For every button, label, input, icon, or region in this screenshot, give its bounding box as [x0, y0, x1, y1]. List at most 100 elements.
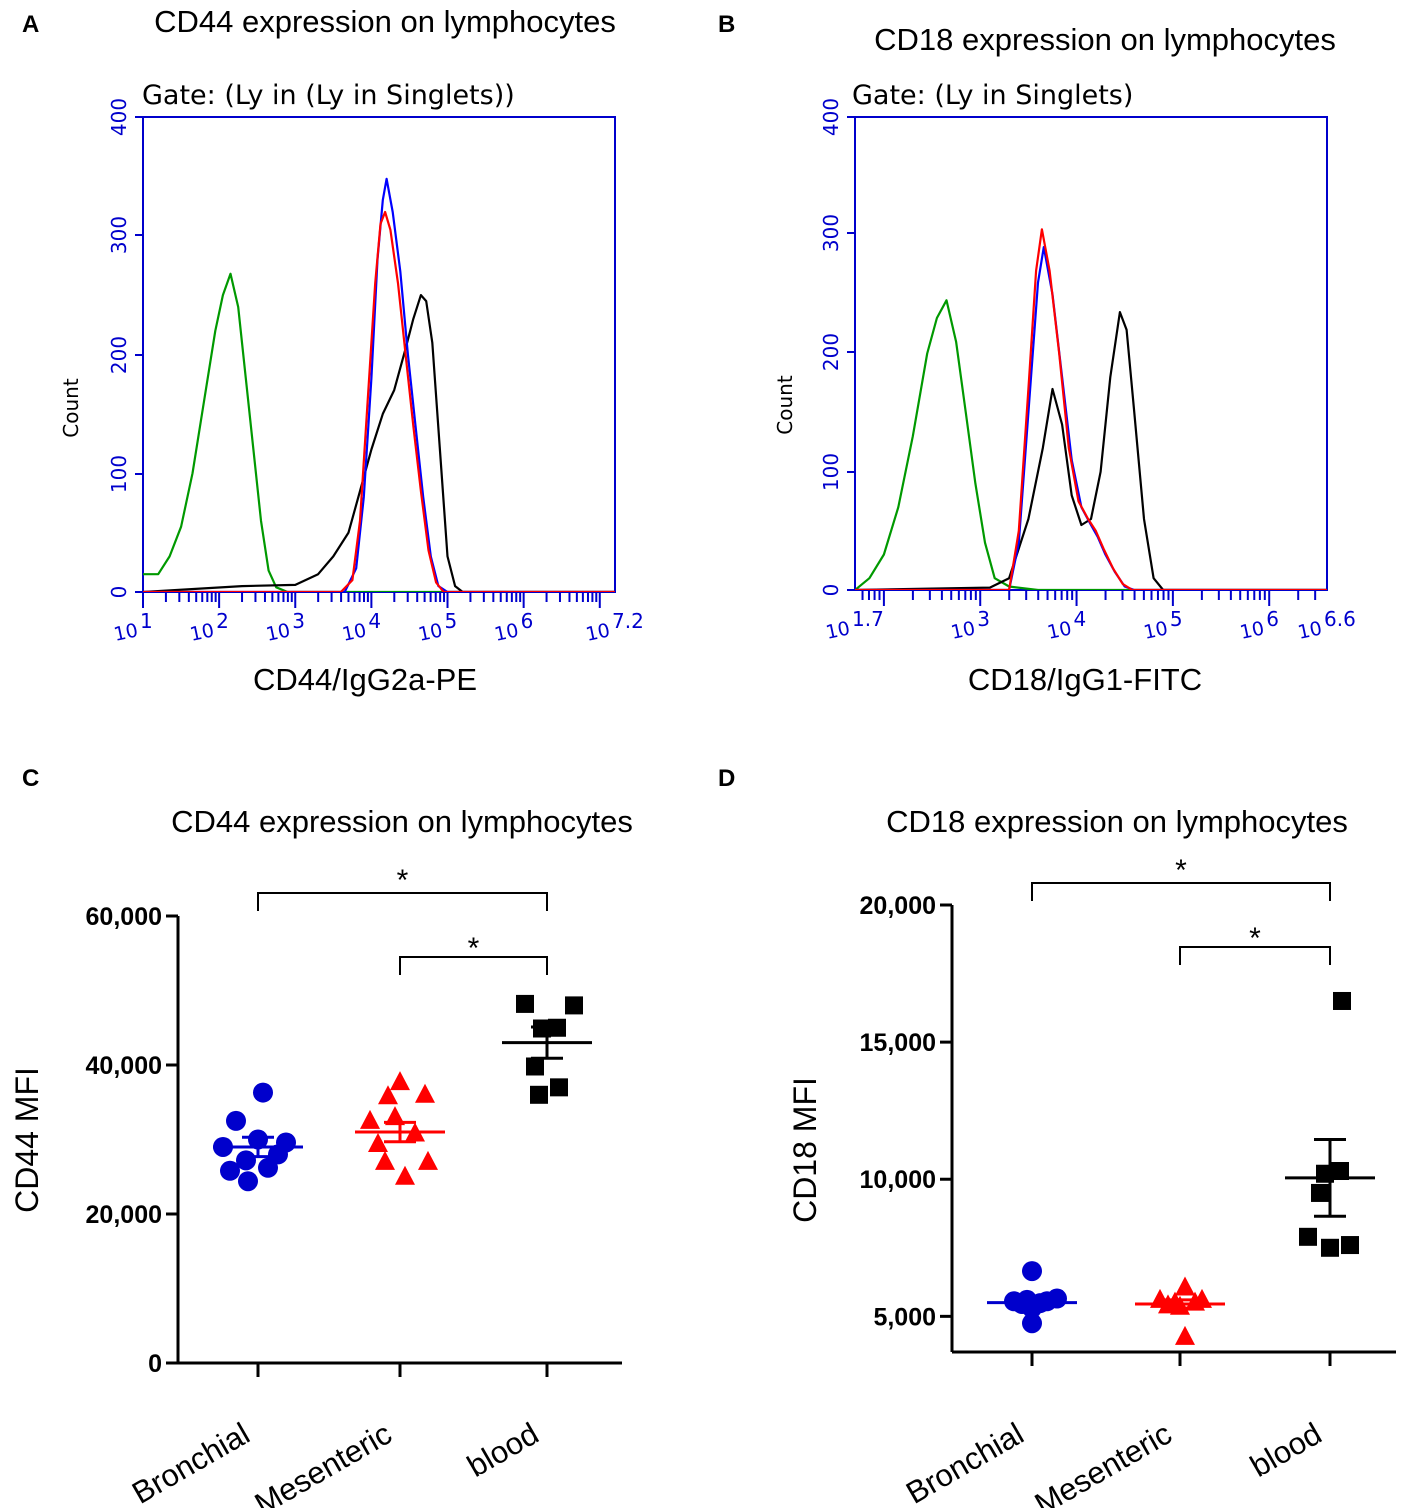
- data-point-triangle: [378, 1085, 398, 1105]
- x-tick-exponent: 5: [445, 609, 458, 633]
- y-tick-label: 60,000: [86, 903, 162, 931]
- y-tick-label: 15,000: [860, 1029, 936, 1057]
- data-point-circle: [276, 1132, 296, 1153]
- x-category-label: blood: [461, 1416, 544, 1484]
- y-tick-label: 400: [819, 98, 843, 136]
- x-tick-base: 10: [416, 619, 444, 646]
- data-point-circle: [226, 1110, 246, 1131]
- series-mesenteric: [1135, 1276, 1225, 1345]
- data-point-triangle: [368, 1132, 388, 1152]
- x-tick-label: 10 4: [1045, 607, 1086, 644]
- panel-c: C CD44 expression on lymphocytes 0 20,000 40…: [9, 765, 633, 1508]
- histogram-trace-blood: [143, 294, 615, 592]
- x-tick-base: 10: [1238, 617, 1266, 644]
- y-tick-label: 100: [107, 455, 131, 493]
- x-tick-base: 10: [264, 619, 292, 646]
- x-tick-exponent: 1: [140, 609, 153, 633]
- chart-title: CD18 expression on lymphocytes: [886, 804, 1348, 839]
- y-tick-label: 40,000: [86, 1052, 162, 1080]
- data-point-square: [526, 1057, 544, 1076]
- data-point-square: [1331, 1162, 1349, 1181]
- panel-d: D CD18 expression on lymphocytes 5,000 10,0…: [718, 765, 1396, 1508]
- data-point-square: [1299, 1227, 1317, 1246]
- panel-a: A CD44 expression on lymphocytes Gate: (Ly…: [22, 4, 644, 697]
- data-point-circle: [220, 1160, 240, 1181]
- y-tick-label: 0: [107, 586, 131, 599]
- data-point-square: [565, 996, 583, 1015]
- x-tick-label: 10 1: [112, 609, 153, 646]
- y-tick-label: 300: [107, 216, 131, 254]
- data-point-circle: [1047, 1288, 1067, 1309]
- data-point-triangle: [375, 1150, 395, 1170]
- y-axis-label: Count: [773, 375, 797, 435]
- data-point-triangle: [390, 1071, 410, 1091]
- x-tick-base: 10: [188, 619, 216, 646]
- x-tick-label: 10 6: [1238, 607, 1279, 644]
- x-tick-exponent: 3: [292, 609, 305, 633]
- x-category-label: Mesenteric: [1029, 1416, 1178, 1508]
- panel-label: D: [718, 765, 735, 792]
- gate-label: Gate: (Ly in Singlets): [852, 80, 1133, 111]
- panel-b: B CD18 expression on lymphocytes Gate: (Ly…: [718, 11, 1356, 697]
- x-tick-base: 10: [949, 617, 977, 644]
- data-point-triangle: [1175, 1276, 1195, 1296]
- y-tick-label: 400: [107, 98, 131, 136]
- x-tick-base: 10: [1142, 617, 1170, 644]
- y-tick-label: 20,000: [860, 892, 936, 920]
- y-tick-label: 0: [148, 1350, 162, 1378]
- series-mesenteric: [355, 1071, 445, 1185]
- x-tick-label: 10 3: [949, 607, 990, 644]
- significance-star: *: [468, 932, 480, 965]
- x-tick-label: 10 6: [492, 609, 533, 646]
- chart-title: CD44 expression on lymphocytes: [154, 4, 616, 39]
- x-tick-exponent: 4: [368, 609, 381, 633]
- data-point-circle: [1022, 1261, 1042, 1282]
- significance-bracket: [257, 892, 548, 911]
- data-point-square: [1333, 991, 1351, 1010]
- series-blood: [1285, 991, 1375, 1257]
- x-category-label: Bronchial: [126, 1416, 255, 1508]
- data-point-square: [516, 994, 534, 1013]
- x-tick-exponent: 1.7: [852, 607, 884, 631]
- data-point-triangle: [385, 1106, 405, 1126]
- significance-bracket: [1031, 882, 1331, 901]
- y-tick-label: 300: [819, 214, 843, 252]
- data-point-triangle: [1175, 1325, 1195, 1345]
- y-tick-label: 5,000: [873, 1303, 936, 1331]
- series-bronchial: [987, 1261, 1077, 1334]
- x-tick-label: 10 6.6: [1296, 607, 1356, 644]
- x-axis-label: CD44/IgG2a-PE: [253, 662, 477, 697]
- y-tick-label: 200: [107, 336, 131, 374]
- x-tick-base: 10: [824, 617, 852, 644]
- x-tick-base: 10: [492, 619, 520, 646]
- data-point-square: [550, 1078, 568, 1097]
- significance-bracket: [399, 956, 548, 975]
- plot-frame: [142, 116, 616, 593]
- chart-title: CD44 expression on lymphocytes: [171, 804, 633, 839]
- chart-title: CD18 expression on lymphocytes: [874, 22, 1336, 57]
- data-point-square: [1311, 1183, 1329, 1202]
- x-tick-exponent: 2: [216, 609, 229, 633]
- panel-label: C: [22, 765, 39, 792]
- y-tick-label: 200: [819, 333, 843, 371]
- x-tick-exponent: 6.6: [1324, 607, 1356, 631]
- x-tick-label: 10 5: [1142, 607, 1183, 644]
- x-tick-exponent: 7.2: [612, 609, 644, 633]
- x-tick-base: 10: [584, 619, 612, 646]
- y-tick-label: 0: [819, 584, 843, 597]
- data-point-circle: [253, 1082, 273, 1103]
- x-tick-exponent: 3: [977, 607, 990, 631]
- y-axis-label: CD44 MFI: [9, 1067, 45, 1213]
- data-point-square: [1321, 1238, 1339, 1257]
- x-tick-label: 10 1.7: [824, 607, 884, 644]
- x-axis-label: CD18/IgG1-FITC: [968, 662, 1202, 697]
- data-point-square: [530, 1085, 548, 1104]
- y-tick-label: 10,000: [860, 1166, 936, 1194]
- x-tick-label: 10 4: [340, 609, 381, 646]
- x-tick-label: 10 2: [188, 609, 229, 646]
- y-tick-label: 100: [819, 453, 843, 491]
- y-axis-label: CD18 MFI: [787, 1077, 823, 1223]
- data-point-triangle: [415, 1083, 435, 1103]
- x-tick-exponent: 6: [1266, 607, 1279, 631]
- data-point-circle: [236, 1150, 256, 1171]
